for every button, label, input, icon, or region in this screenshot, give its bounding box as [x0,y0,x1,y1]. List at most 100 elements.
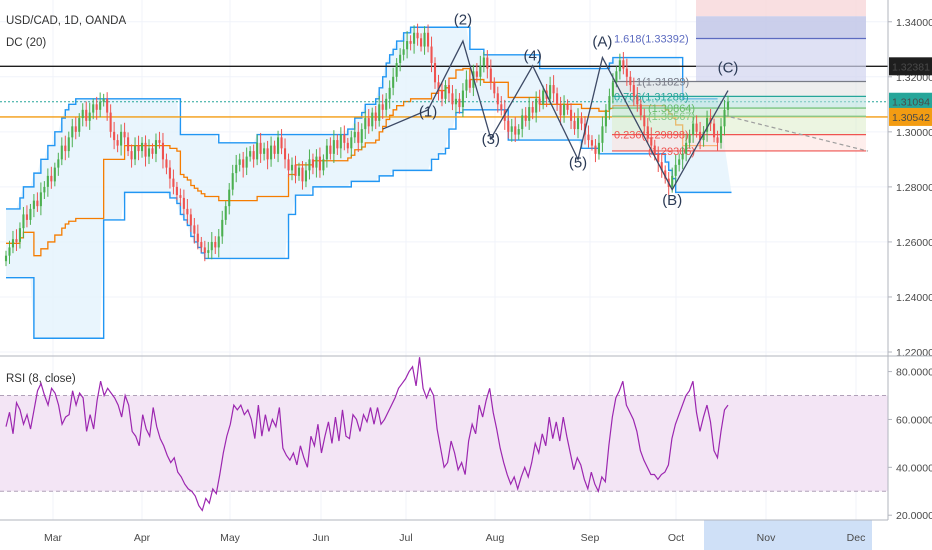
candle-body[interactable] [406,41,409,50]
candle-body[interactable] [573,120,576,130]
candle-body[interactable] [242,159,245,168]
candle-body[interactable] [214,241,217,248]
candle-body[interactable] [688,134,691,143]
price-badge[interactable] [889,92,932,111]
candle-body[interactable] [203,247,206,253]
candle-body[interactable] [15,239,18,242]
candle-body[interactable] [524,115,527,121]
candle-body[interactable] [332,140,335,154]
candle-body[interactable] [510,126,513,132]
candle-body[interactable] [531,107,534,113]
candle-body[interactable] [461,90,464,108]
candle-body[interactable] [385,98,388,110]
candle-body[interactable] [678,159,681,165]
wave-label[interactable]: (B) [662,192,682,209]
projection-dashed-line[interactable] [723,114,869,152]
candle-body[interactable] [179,195,182,198]
candle-body[interactable] [134,145,137,160]
candle-body[interactable] [378,104,381,121]
candle-body[interactable] [322,159,325,171]
candle-body[interactable] [423,32,426,47]
candle-body[interactable] [549,85,552,99]
candle-body[interactable] [18,228,21,242]
elliott-wave-path[interactable] [382,39,729,191]
candle-body[interactable] [11,239,15,248]
candle-body[interactable] [538,98,541,105]
candle-body[interactable] [444,85,447,99]
candle-body[interactable] [399,54,402,64]
candle-body[interactable] [294,164,297,176]
candle-body[interactable] [392,76,395,88]
donchian-lower-line[interactable] [6,109,732,339]
price-pane[interactable]: 1.618(1.33392)1(1.31829)0.786(1.31288)(1… [0,0,888,520]
candle-body[interactable] [8,247,11,256]
candle-body[interactable] [102,98,105,102]
candle-body[interactable] [559,104,562,116]
candle-body[interactable] [514,126,517,135]
candle-body[interactable] [681,153,684,160]
candle-body[interactable] [360,129,363,143]
candle-body[interactable] [235,164,238,174]
candle-body[interactable] [657,153,660,163]
candle-body[interactable] [723,109,726,127]
indicator-legend[interactable]: DC (20) [6,37,46,49]
candle-body[interactable] [440,90,444,99]
candle-body[interactable] [311,159,314,168]
candle-body[interactable] [259,142,262,154]
candle-body[interactable] [454,98,457,105]
candle-body[interactable] [297,167,301,176]
price-badge[interactable] [889,107,932,126]
candle-body[interactable] [57,159,60,168]
candle-body[interactable] [590,140,594,146]
candle-body[interactable] [706,118,709,132]
candle-body[interactable] [625,68,628,77]
wave-label[interactable]: (A) [592,34,612,51]
wave-label[interactable]: (2) [454,12,472,29]
candle-body[interactable] [695,123,698,132]
candle-body[interactable] [576,118,580,130]
candle-body[interactable] [664,170,667,179]
candle-body[interactable] [273,145,276,154]
candle-body[interactable] [622,60,625,69]
candle-body[interactable] [172,178,175,187]
candle-body[interactable] [521,115,524,130]
candle-body[interactable] [39,192,42,207]
candle-body[interactable] [43,186,46,193]
candle-body[interactable] [437,82,440,91]
candle-body[interactable] [161,142,165,160]
candle-body[interactable] [151,148,154,154]
candle-body[interactable] [611,82,614,97]
rsi-line[interactable] [5,357,729,512]
candle-body[interactable] [542,90,545,105]
candle-body[interactable] [318,156,321,171]
candle-body[interactable] [283,148,287,160]
candle-body[interactable] [447,85,451,94]
candle-body[interactable] [137,145,140,152]
candle-body[interactable] [158,140,161,143]
candle-body[interactable] [120,131,123,146]
candle-body[interactable] [357,131,360,143]
symbol-legend[interactable]: USD/CAD, 1D, OANDA [6,15,126,27]
candle-body[interactable] [458,98,461,108]
candle-body[interactable] [601,126,604,143]
candle-body[interactable] [25,214,28,220]
candle-body[interactable] [287,159,290,171]
candle-body[interactable] [486,57,489,69]
candle-body[interactable] [154,140,158,154]
candle-body[interactable] [67,137,70,152]
donchian-upper-line[interactable] [6,26,718,210]
candle-body[interactable] [629,76,632,86]
candle-body[interactable] [50,175,53,182]
candle-body[interactable] [615,71,618,83]
candle-body[interactable] [256,142,259,160]
candle-body[interactable] [168,167,171,179]
candle-body[interactable] [182,197,185,209]
candle-body[interactable] [500,104,503,110]
candle-body[interactable] [99,101,102,110]
candle-body[interactable] [594,145,597,154]
candle-body[interactable] [726,101,730,110]
candle-body[interactable] [200,241,203,248]
candle-body[interactable] [608,96,611,110]
candle-body[interactable] [475,71,478,77]
candle-body[interactable] [650,137,653,146]
